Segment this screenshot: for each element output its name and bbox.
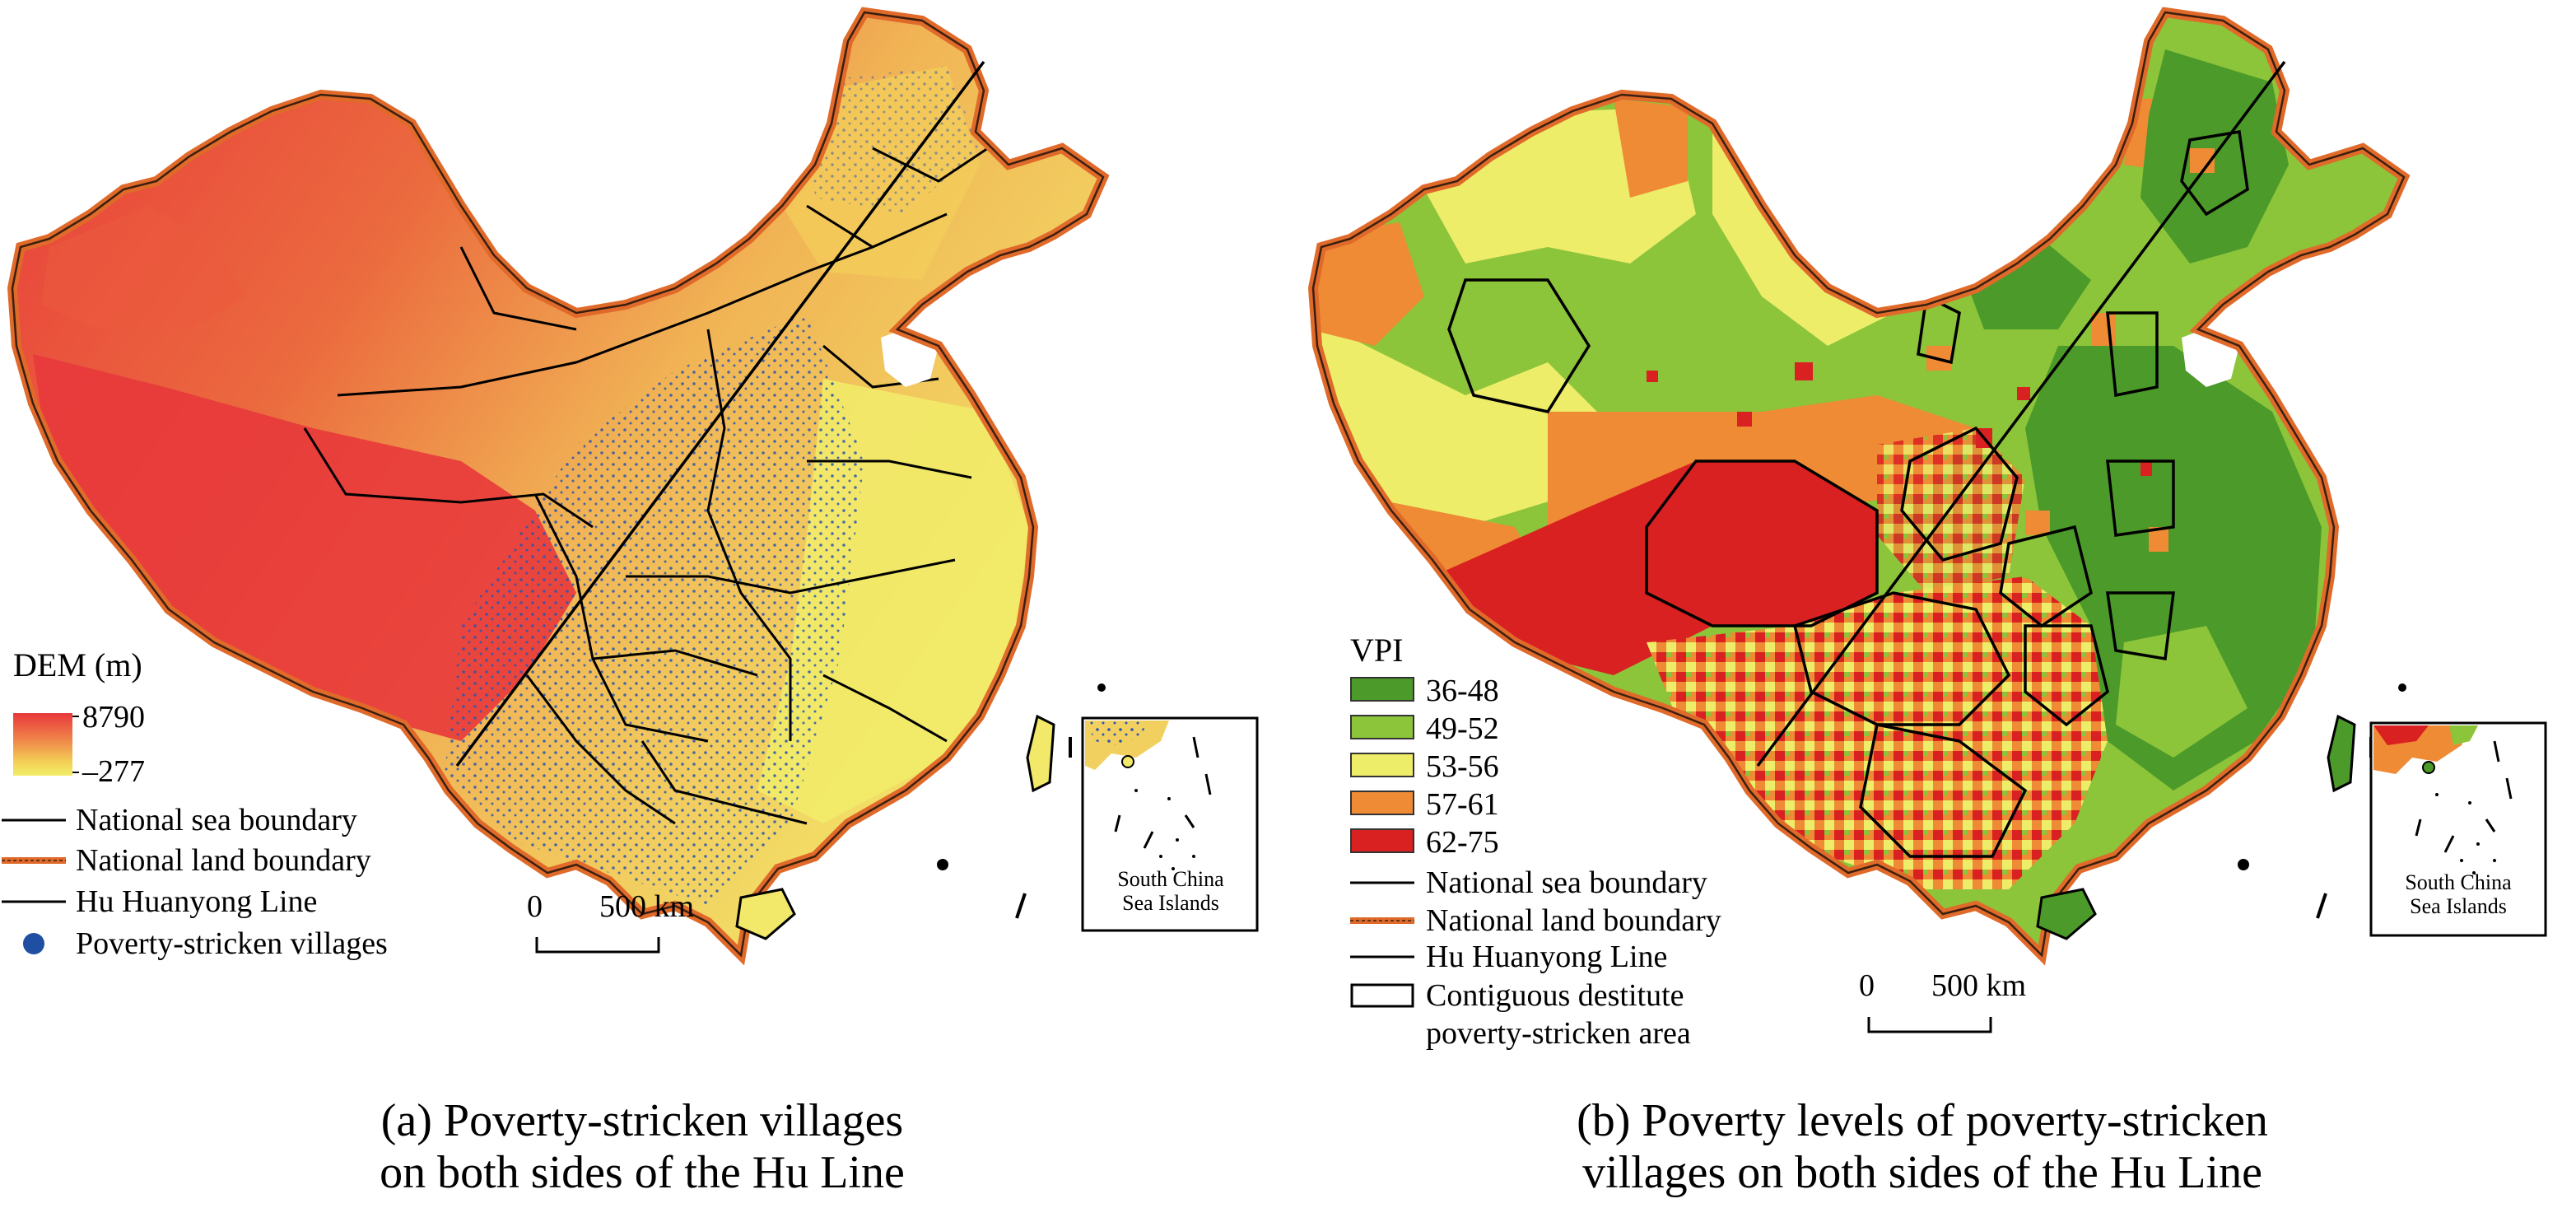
hu-huanyong-line-a (455, 60, 985, 767)
dem-legend-title: DEM (m) (13, 646, 142, 683)
national-sea-boundary-a (937, 683, 1106, 919)
taiwan-b (2327, 714, 2356, 793)
dem-legend-min: –277 (82, 754, 145, 789)
legend-label-hu-line-a: Hu Huanyong Line (76, 884, 318, 919)
legend-label-destitute-area-2: poverty-stricken area (1426, 1016, 1691, 1051)
caption-b: (b) Poverty levels of poverty-stricken v… (1470, 1095, 2375, 1198)
south-china-sea-inset-b (2369, 721, 2547, 937)
dem-terrain (12, 12, 1103, 955)
inset-label-a: South China Sea Islands (1088, 867, 1253, 915)
vpi-swatch-53-56 (1350, 753, 1414, 777)
caption-b-line2: villages on both sides of the Hu Line (1582, 1146, 2262, 1198)
hu-huanyong-line-b (1756, 60, 2286, 767)
scale-end-b: 500 km (1931, 968, 2027, 1003)
vpi-class-label-3: 53-56 (1426, 749, 1499, 784)
province-borders-a (303, 147, 989, 825)
taiwan-a (1026, 714, 1055, 793)
scale-bar-a (535, 937, 660, 954)
vpi-swatch-49-52 (1350, 715, 1414, 739)
inset-label-a-line2: Sea Islands (1122, 890, 1219, 915)
vpi-class-label-5: 62-75 (1426, 825, 1499, 860)
legend-label-sea-boundary-a: National sea boundary (76, 803, 357, 837)
vpi-legend-title: VPI (1350, 632, 1404, 669)
panel-b-vpi-map: VPI 36-48 49-52 53-56 57-61 62-75 Nation… (1301, 0, 2576, 1208)
hainan-a (735, 888, 796, 940)
legend-label-land-boundary-a: National land boundary (76, 843, 371, 878)
legend-label-villages: Poverty-stricken villages (76, 926, 388, 961)
caption-a: (a) Poverty-stricken villages on both si… (189, 1095, 1095, 1198)
caption-a-line1: (a) Poverty-stricken villages (380, 1095, 904, 1146)
scale-start-a: 0 (527, 889, 543, 924)
vpi-class-label-2: 49-52 (1426, 711, 1499, 746)
south-china-sea-inset-a (1081, 716, 1259, 932)
inset-label-b-line2: Sea Islands (2410, 893, 2507, 918)
map-b-svg (1301, 0, 2547, 1033)
legend-label-land-boundary-b: National land boundary (1426, 903, 1721, 938)
caption-a-line2: on both sides of the Hu Line (380, 1146, 905, 1198)
caption-b-line1: (b) Poverty levels of poverty-stricken (1577, 1095, 2268, 1146)
legend-label-hu-line-b: Hu Huanyong Line (1426, 940, 1668, 974)
scale-end-a: 500 km (599, 889, 695, 924)
vpi-class-label-4: 57-61 (1426, 787, 1499, 822)
legend-label-destitute-area-1: Contiguous destitute (1426, 978, 1684, 1013)
inset-label-a-line1: South China (1117, 867, 1224, 891)
scale-start-b: 0 (1859, 968, 1875, 1003)
map-a-svg (2, 0, 1259, 1208)
vpi-swatch-62-75 (1350, 828, 1414, 853)
panel-a-dem-map: DEM (m) 8790 –277 National sea boundary … (0, 0, 1284, 1208)
contiguous-destitute-areas (1447, 129, 2249, 858)
hainan-b (2036, 888, 2097, 940)
legend-symbol-village-dot (23, 933, 44, 954)
vpi-class-label-1: 36-48 (1426, 674, 1499, 708)
dem-legend-max: 8790 (82, 700, 145, 735)
inset-label-b: South China Sea Islands (2376, 870, 2541, 918)
legend-label-sea-boundary-b: National sea boundary (1426, 865, 1707, 900)
dem-legend-gradient (13, 713, 72, 776)
inset-label-b-line1: South China (2405, 870, 2512, 894)
vpi-swatch-36-48 (1350, 677, 1414, 702)
scale-bar-b (1867, 1017, 1992, 1033)
legend-symbol-destitute-area (1350, 983, 1414, 1008)
vpi-swatch-57-61 (1350, 791, 1414, 815)
